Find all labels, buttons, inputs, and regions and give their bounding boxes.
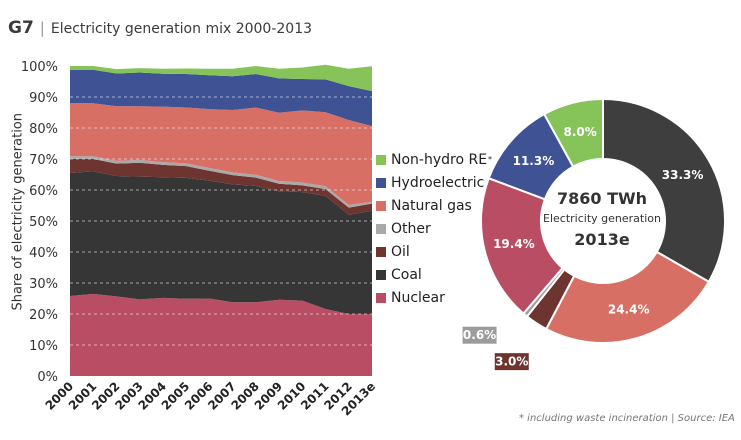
y-tick-label: 30% xyxy=(29,277,58,292)
y-tick-label: 60% xyxy=(29,184,58,199)
legend-label: Coal xyxy=(391,266,422,283)
donut-slice-non-hydro-re xyxy=(542,97,604,169)
legend-label: Oil xyxy=(391,243,410,260)
legend-item-natural-gas: Natural gas xyxy=(376,194,492,217)
y-tick-label: 40% xyxy=(29,246,58,261)
chart-title: G7 | Electricity generation mix 2000-2013 xyxy=(8,18,312,38)
legend-item-oil: Oil xyxy=(376,240,492,263)
donut-label-nuclear: 19.4% xyxy=(493,237,535,251)
legend-item-hydroelectric: Hydroelectric xyxy=(376,171,492,194)
legend-swatch xyxy=(376,246,386,257)
area-series-non-hydro-re xyxy=(70,64,372,92)
area-series-coal xyxy=(70,171,372,314)
legend-swatch xyxy=(376,200,386,211)
donut-center-total: 7860 TWh xyxy=(556,189,648,208)
donut-slice-natural-gas xyxy=(544,250,711,344)
donut-label-coal: 33.3% xyxy=(662,168,704,182)
figure-code: G7 xyxy=(8,18,34,38)
donut-label-natural-gas: 24.4% xyxy=(608,302,650,316)
legend-label: Other xyxy=(391,220,431,237)
donut-label-oil: 3.0% xyxy=(495,355,528,369)
legend-label: Nuclear xyxy=(391,289,445,306)
legend-swatch xyxy=(376,292,386,303)
donut-label-box xyxy=(494,353,529,371)
y-tick-label: 100% xyxy=(21,60,58,75)
donut-slice-nuclear xyxy=(480,176,564,315)
donut-label-other: 0.6% xyxy=(463,328,496,342)
donut-label-box xyxy=(462,326,497,344)
legend-item-non-hydro-re: Non-hydro RE * xyxy=(376,148,492,171)
y-tick-label: 70% xyxy=(29,153,58,168)
legend-swatch xyxy=(376,223,386,234)
donut-label-non-hydro-re: 8.0% xyxy=(563,125,596,139)
donut-slice-coal xyxy=(602,97,726,284)
y-tick-label: 20% xyxy=(29,308,58,323)
chart-legend: Non-hydro RE * Hydroelectric Natural gas … xyxy=(376,148,492,309)
area-series-natural-gas xyxy=(70,103,372,205)
legend-label: Non-hydro RE xyxy=(391,151,488,168)
legend-label: Hydroelectric xyxy=(391,174,485,191)
figure-subtitle: Electricity generation mix 2000-2013 xyxy=(50,21,313,37)
legend-label: Natural gas xyxy=(391,197,472,214)
y-tick-label: 10% xyxy=(29,339,58,354)
area-series-hydroelectric xyxy=(70,69,372,127)
legend-item-coal: Coal xyxy=(376,263,492,286)
source-footnote: * including waste incineration | Source:… xyxy=(519,413,735,424)
donut-center-caption: Electricity generation xyxy=(543,212,661,225)
legend-swatch xyxy=(376,154,386,165)
legend-swatch xyxy=(376,177,386,188)
donut-label-hydroelectric: 11.3% xyxy=(513,154,555,168)
donut-center-year: 2013e xyxy=(574,230,630,249)
legend-item-nuclear: Nuclear xyxy=(376,286,492,309)
y-tick-label: 50% xyxy=(29,215,58,230)
legend-swatch xyxy=(376,269,386,280)
y-tick-label: 90% xyxy=(29,91,58,106)
title-separator: | xyxy=(39,19,45,37)
y-tick-label: 80% xyxy=(29,122,58,137)
y-tick-label: 0% xyxy=(37,370,58,385)
area-series-nuclear xyxy=(70,293,372,376)
legend-footnote-mark: * xyxy=(488,155,493,164)
legend-item-other: Other xyxy=(376,217,492,240)
area-series-oil xyxy=(70,159,372,215)
